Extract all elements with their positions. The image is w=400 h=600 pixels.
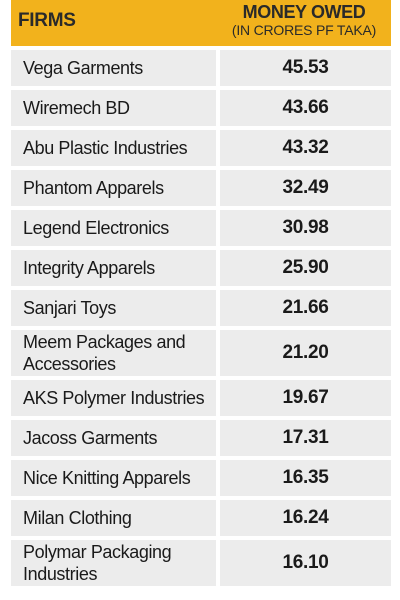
firm-name-cell: Meem Packages and Accessories bbox=[11, 330, 216, 376]
money-owed-cell: 16.10 bbox=[220, 540, 391, 586]
firm-name-cell: Jacoss Garments bbox=[11, 420, 216, 456]
money-owed-cell: 21.20 bbox=[220, 330, 391, 376]
table-row: Jacoss Garments 17.31 bbox=[11, 420, 391, 456]
money-owed-cell: 43.32 bbox=[220, 130, 391, 166]
money-owed-cell: 16.35 bbox=[220, 460, 391, 496]
table-row: Abu Plastic Industries 43.32 bbox=[11, 130, 391, 166]
table-row: Meem Packages and Accessories 21.20 bbox=[11, 330, 391, 376]
money-owed-cell: 45.53 bbox=[220, 50, 391, 86]
money-owed-cell: 21.66 bbox=[220, 290, 391, 326]
table-row: Milan Clothing 16.24 bbox=[11, 500, 391, 536]
money-owed-cell: 30.98 bbox=[220, 210, 391, 246]
firm-name-cell: Nice Knitting Apparels bbox=[11, 460, 216, 496]
money-owed-cell: 19.67 bbox=[220, 380, 391, 416]
money-owed-cell: 43.66 bbox=[220, 90, 391, 126]
table-row: Integrity Apparels 25.90 bbox=[11, 250, 391, 286]
table-row: AKS Polymer Industries 19.67 bbox=[11, 380, 391, 416]
money-owed-subtitle: (IN CRORES PF TAKA) bbox=[231, 22, 377, 38]
firm-name-cell: Integrity Apparels bbox=[11, 250, 216, 286]
table-row: Nice Knitting Apparels 16.35 bbox=[11, 460, 391, 496]
money-owed-column-header: MONEY OWED (IN CRORES PF TAKA) bbox=[217, 0, 391, 46]
firm-name-cell: Sanjari Toys bbox=[11, 290, 216, 326]
table-row: Sanjari Toys 21.66 bbox=[11, 290, 391, 326]
firm-name-cell: Legend Electronics bbox=[11, 210, 216, 246]
table-row: Polymar Packaging Industries 16.10 bbox=[11, 540, 391, 586]
table-row: Phantom Apparels 32.49 bbox=[11, 170, 391, 206]
money-owed-cell: 25.90 bbox=[220, 250, 391, 286]
firm-name-cell: Abu Plastic Industries bbox=[11, 130, 216, 166]
table-row: Legend Electronics 30.98 bbox=[11, 210, 391, 246]
money-owed-title: MONEY OWED bbox=[242, 2, 366, 22]
money-owed-cell: 16.24 bbox=[220, 500, 391, 536]
money-owed-table: FIRMS MONEY OWED (IN CRORES PF TAKA) Veg… bbox=[11, 0, 391, 586]
firm-name-cell: Phantom Apparels bbox=[11, 170, 216, 206]
money-owed-cell: 17.31 bbox=[220, 420, 391, 456]
firms-column-header: FIRMS bbox=[18, 10, 76, 31]
firm-name-cell: Milan Clothing bbox=[11, 500, 216, 536]
table-row: Vega Garments 45.53 bbox=[11, 50, 391, 86]
firm-name-cell: AKS Polymer Industries bbox=[11, 380, 216, 416]
table-row: Wiremech BD 43.66 bbox=[11, 90, 391, 126]
firm-name-cell: Wiremech BD bbox=[11, 90, 216, 126]
money-owed-cell: 32.49 bbox=[220, 170, 391, 206]
firm-name-cell: Vega Garments bbox=[11, 50, 216, 86]
firm-name-cell: Polymar Packaging Industries bbox=[11, 540, 216, 586]
table-header: FIRMS MONEY OWED (IN CRORES PF TAKA) bbox=[11, 0, 391, 46]
